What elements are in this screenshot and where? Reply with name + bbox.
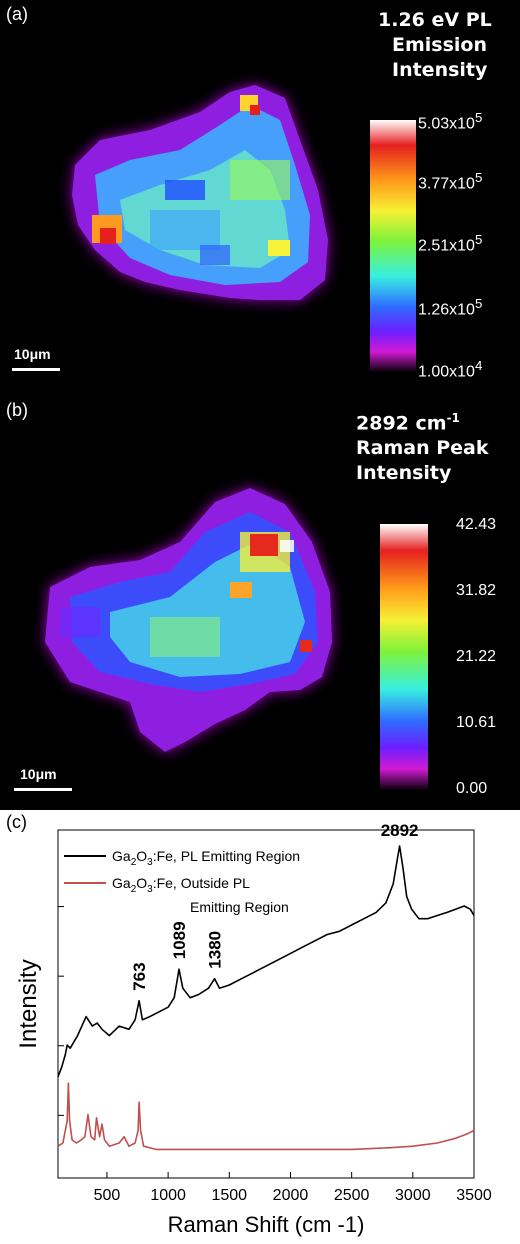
panel-a-tick: 5.03x105 <box>418 110 483 133</box>
panel-b-scalebar <box>14 788 72 791</box>
panel-c: (c) 500 1000 1500 2000 2500 3000 3500 2892 1089… <box>0 810 520 1244</box>
panel-a-tick: 2.51x105 <box>418 232 483 255</box>
x-tick-label: 3500 <box>456 1187 492 1204</box>
pl-intensity-map <box>72 85 328 300</box>
panel-b-label: (b) <box>6 400 28 420</box>
x-tick-label: 1500 <box>211 1187 247 1204</box>
series-line-pl-emitting <box>57 845 475 1077</box>
panel-b-title-line: 2892 cm-1 <box>356 411 460 435</box>
series-line-outside-pl <box>57 1082 475 1151</box>
peak-label: 1089 <box>170 921 189 959</box>
panel-a-title-line: 1.26 eV PL <box>378 9 492 31</box>
spectrum-series <box>57 845 475 1151</box>
peak-label: 1380 <box>206 931 225 969</box>
x-tick-label: 3000 <box>395 1187 431 1204</box>
panel-a-scalebar <box>12 368 60 371</box>
x-tick-label: 1000 <box>150 1187 186 1204</box>
panel-b-title-line: Raman Peak <box>356 437 489 460</box>
panel-a-tick: 1.26x105 <box>418 296 483 319</box>
panel-b-colorbar <box>380 524 428 790</box>
legend: Ga2O3:Fe, PL Emitting Region Ga2O3:Fe, O… <box>64 848 300 915</box>
panel-b-title-line: Intensity <box>356 462 452 485</box>
x-tick-label: 2500 <box>334 1187 370 1204</box>
panel-c-label: (c) <box>6 812 27 832</box>
panel-a-title: 1.26 eV PL Emission Intensity <box>378 8 492 83</box>
x-tick-label: 500 <box>94 1187 121 1204</box>
panel-b-tick: 0.00 <box>456 780 488 797</box>
legend-entry-2-continuation: Emitting Region <box>190 899 289 915</box>
panel-a-label: (a) <box>6 4 28 24</box>
panel-b-tick: 10.61 <box>456 714 497 731</box>
y-axis-label: Intensity <box>15 959 42 1048</box>
panel-b-scalebar-label: 10μm <box>20 766 57 782</box>
plot-frame <box>57 829 475 1179</box>
raman-spectrum-chart: 500 1000 1500 2000 2500 3000 3500 2892 1089 1380… <box>15 821 492 1237</box>
panel-a-scalebar-label: 10μm <box>14 346 51 362</box>
legend-entry-1: Ga2O3:Fe, PL Emitting Region <box>112 848 300 868</box>
x-axis-ticks: 500 1000 1500 2000 2500 3000 3500 <box>58 906 492 1204</box>
panel-a: (a) 1.26 eV PL Emission Intensity 5.03x1… <box>0 0 520 392</box>
panel-b-tick: 42.43 <box>456 516 497 533</box>
panel-b-tick: 31.82 <box>456 582 497 599</box>
panel-b-title: 2892 cm-1 Raman Peak Intensity <box>356 406 488 486</box>
x-tick-label: 2000 <box>273 1187 309 1204</box>
panel-a-title-line: Intensity <box>392 59 488 81</box>
legend-entry-2: Ga2O3:Fe, Outside PL <box>112 875 250 895</box>
peak-label: 763 <box>130 962 149 990</box>
peak-annotations: 2892 1089 1380 763 <box>130 821 418 991</box>
panel-a-tick: 1.00x104 <box>418 358 483 381</box>
raman-intensity-map <box>45 488 332 752</box>
panel-b: (b) 2892 cm-1 Raman Peak Intensity 42.43… <box>0 392 520 810</box>
panel-a-title-line: Emission <box>392 34 487 56</box>
panel-a-tick: 3.77x105 <box>418 170 483 193</box>
panel-b-tick: 21.22 <box>456 648 497 665</box>
x-axis-label: Raman Shift (cm -1) <box>168 1212 365 1237</box>
peak-label: 2892 <box>381 821 419 840</box>
panel-a-colorbar <box>370 120 416 372</box>
